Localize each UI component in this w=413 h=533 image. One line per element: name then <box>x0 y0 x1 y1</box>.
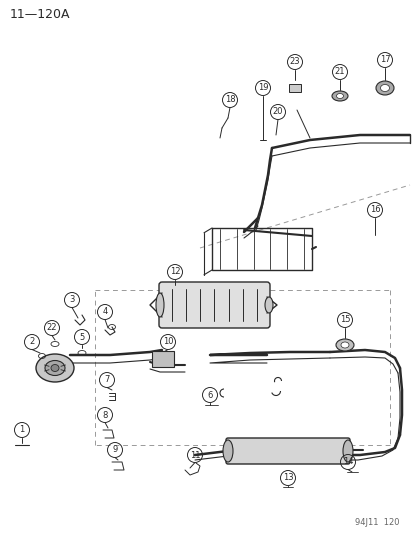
Ellipse shape <box>375 81 393 95</box>
Text: 94J11  120: 94J11 120 <box>355 518 399 527</box>
FancyBboxPatch shape <box>225 438 349 464</box>
Ellipse shape <box>156 293 164 317</box>
Text: 12: 12 <box>169 268 180 277</box>
Text: 1: 1 <box>19 425 24 434</box>
Text: 11—120A: 11—120A <box>10 8 70 21</box>
Text: 8: 8 <box>102 410 107 419</box>
Text: 22: 22 <box>47 324 57 333</box>
Ellipse shape <box>342 440 352 462</box>
Text: 10: 10 <box>162 337 173 346</box>
Text: 19: 19 <box>257 84 268 93</box>
Ellipse shape <box>264 297 272 313</box>
Text: 16: 16 <box>369 206 380 214</box>
Text: 11: 11 <box>189 450 200 459</box>
Text: 13: 13 <box>282 473 292 482</box>
Text: 9: 9 <box>112 446 117 455</box>
Text: 18: 18 <box>224 95 235 104</box>
Text: 6: 6 <box>207 391 212 400</box>
Text: 15: 15 <box>339 316 349 325</box>
FancyBboxPatch shape <box>152 351 173 367</box>
Ellipse shape <box>380 85 389 92</box>
Text: 23: 23 <box>289 58 299 67</box>
Ellipse shape <box>335 339 353 351</box>
Text: 2: 2 <box>29 337 35 346</box>
FancyBboxPatch shape <box>159 282 269 328</box>
Text: 3: 3 <box>69 295 74 304</box>
Text: 7: 7 <box>104 376 109 384</box>
Ellipse shape <box>223 440 233 462</box>
Ellipse shape <box>336 93 343 99</box>
Ellipse shape <box>51 365 59 372</box>
Text: 14: 14 <box>342 457 352 466</box>
Text: 5: 5 <box>79 333 84 342</box>
Text: 21: 21 <box>334 68 344 77</box>
Ellipse shape <box>340 342 348 348</box>
Ellipse shape <box>45 360 65 376</box>
Text: 17: 17 <box>379 55 389 64</box>
Ellipse shape <box>36 354 74 382</box>
Ellipse shape <box>331 91 347 101</box>
Text: 20: 20 <box>272 108 282 117</box>
FancyBboxPatch shape <box>288 84 300 92</box>
Text: 4: 4 <box>102 308 107 317</box>
